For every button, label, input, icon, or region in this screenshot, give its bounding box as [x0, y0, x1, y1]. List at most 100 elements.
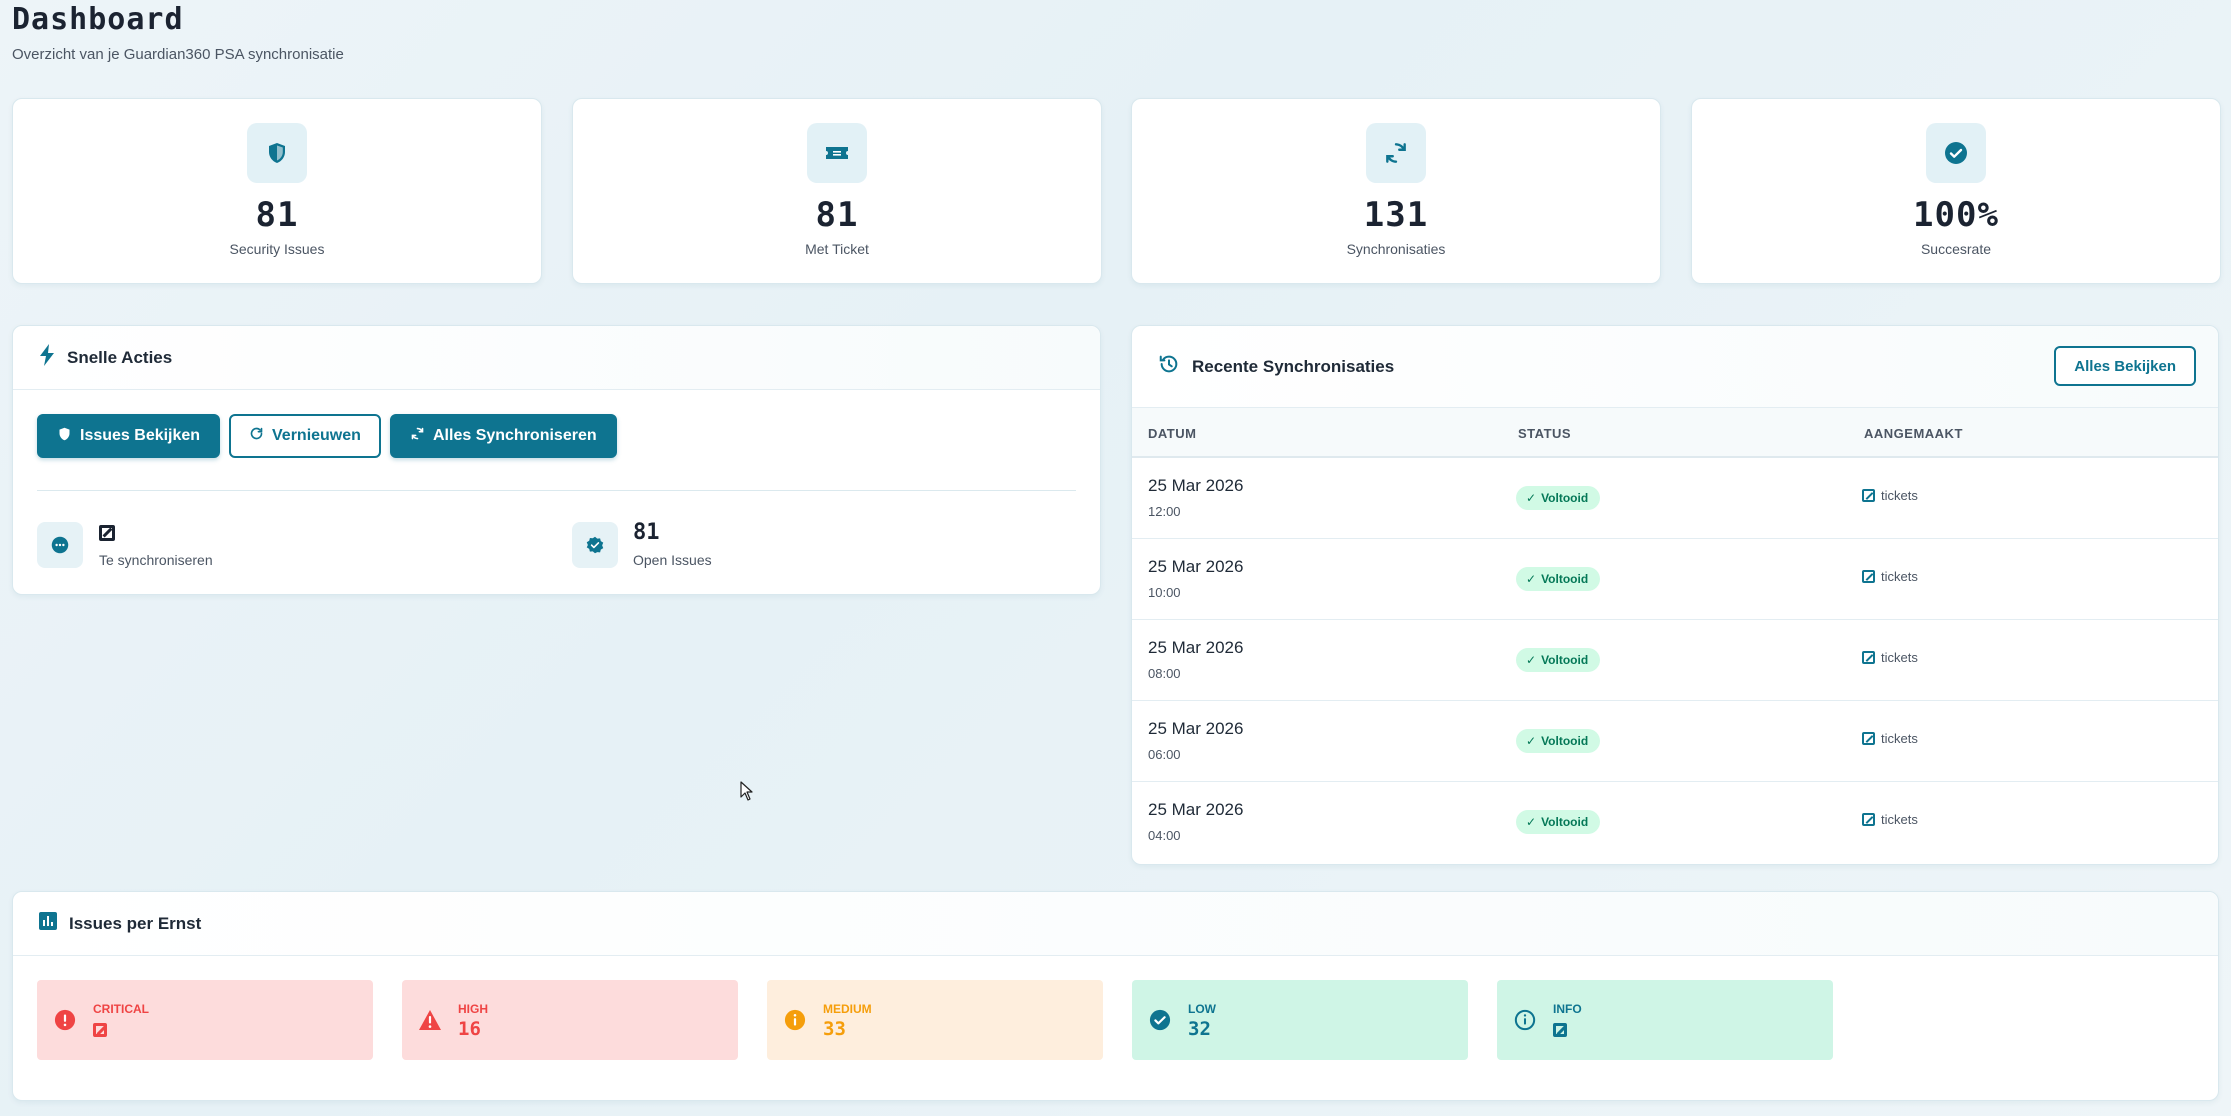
- table-row[interactable]: 25 Mar 2026 04:00 ✓ Voltooid tickets: [1132, 782, 2218, 863]
- stat-value: 81: [815, 195, 859, 235]
- shield-icon: [247, 123, 307, 183]
- check-circle-icon: [1148, 1008, 1172, 1032]
- warning-triangle-icon: [418, 1008, 442, 1032]
- severity-info[interactable]: INFO: [1497, 980, 1833, 1060]
- ticket-box-icon: [1862, 732, 1875, 745]
- button-label: Alles Synchroniseren: [433, 427, 597, 444]
- severity-critical[interactable]: CRITICAL: [37, 980, 373, 1060]
- recent-syncs-panel: Recente Synchronisaties Alles Bekijken D…: [1131, 325, 2219, 865]
- row-time: 12:00: [1148, 504, 1181, 519]
- verified-badge-icon: [572, 522, 618, 568]
- table-row[interactable]: 25 Mar 2026 06:00 ✓ Voltooid tickets: [1132, 701, 2218, 782]
- created-cell: tickets: [1862, 488, 1918, 503]
- created-cell: tickets: [1862, 650, 1918, 665]
- column-header-status[interactable]: STATUS: [1518, 426, 1572, 441]
- history-icon: [1158, 353, 1180, 380]
- status-badge: ✓ Voltooid: [1516, 648, 1601, 672]
- row-date: 25 Mar 2026: [1148, 638, 1244, 657]
- severity-medium[interactable]: MEDIUM 33: [767, 980, 1103, 1060]
- alles-bekijken-button[interactable]: Alles Bekijken: [2054, 346, 2196, 386]
- panel-title: Snelle Acties: [67, 347, 173, 367]
- severity-panel: Issues per Ernst CRITICAL HIGH 16 MEDIUM…: [12, 891, 2219, 1101]
- info-circle-filled-icon: [783, 1008, 807, 1032]
- to-sync-label: Te synchroniseren: [99, 552, 213, 568]
- lightning-icon: [39, 344, 55, 371]
- severity-high[interactable]: HIGH 16: [402, 980, 738, 1060]
- stat-label: Security Issues: [229, 241, 325, 257]
- quick-actions-panel: Snelle Acties Issues Bekijken Vernieuwen…: [12, 325, 1101, 595]
- row-time: 06:00: [1148, 747, 1181, 762]
- table-row[interactable]: 25 Mar 2026 10:00 ✓ Voltooid tickets: [1132, 539, 2218, 620]
- panel-header: Issues per Ernst: [13, 892, 2218, 956]
- status-badge: ✓ Voltooid: [1516, 486, 1601, 510]
- stat-card-security-issues: 81 Security Issues: [12, 98, 542, 284]
- panel-header: Recente Synchronisaties: [1132, 326, 2218, 408]
- check-circle-icon: [1926, 123, 1986, 183]
- ticket-icon: [807, 123, 867, 183]
- ticket-box-icon: [1862, 813, 1875, 826]
- button-label: Vernieuwen: [272, 427, 361, 444]
- row-time: 04:00: [1148, 828, 1181, 843]
- row-time: 08:00: [1148, 666, 1181, 681]
- severity-label: INFO: [1553, 1002, 1582, 1016]
- refresh-icon: [249, 426, 264, 446]
- row-time: 10:00: [1148, 585, 1181, 600]
- panel-title: Issues per Ernst: [69, 913, 202, 933]
- stat-label: Met Ticket: [805, 241, 869, 257]
- severity-label: MEDIUM: [823, 1002, 872, 1016]
- table-row[interactable]: 25 Mar 2026 08:00 ✓ Voltooid tickets: [1132, 620, 2218, 701]
- stat-card-met-ticket: 81 Met Ticket: [572, 98, 1102, 284]
- shield-icon: [57, 426, 72, 447]
- page-title: Dashboard: [12, 2, 184, 37]
- status-badge: ✓ Voltooid: [1516, 729, 1601, 753]
- stat-label: Synchronisaties: [1346, 241, 1446, 257]
- stat-card-synchronisaties: 131 Synchronisaties: [1131, 98, 1661, 284]
- button-label: Issues Bekijken: [80, 427, 201, 444]
- bar-chart-icon: [39, 912, 57, 935]
- open-issues-value: 81: [633, 520, 660, 545]
- ticket-box-icon: [1862, 489, 1875, 502]
- issues-bekijken-button[interactable]: Issues Bekijken: [37, 414, 221, 458]
- panel-title: Recente Synchronisaties: [1192, 356, 1395, 376]
- ticket-box-icon: [1862, 651, 1875, 664]
- divider: [37, 490, 1076, 491]
- sync-icon: [1366, 123, 1426, 183]
- severity-empty-icon: [93, 1018, 107, 1040]
- severity-value: 33: [823, 1018, 846, 1040]
- to-sync-value-icon: [99, 520, 115, 545]
- ticket-box-icon: [1862, 570, 1875, 583]
- severity-label: CRITICAL: [93, 1002, 149, 1016]
- sync-icon: [410, 426, 425, 446]
- created-cell: tickets: [1862, 569, 1918, 584]
- stat-card-succesrate: 100% Succesrate: [1691, 98, 2221, 284]
- severity-value: 16: [458, 1018, 481, 1040]
- table-row[interactable]: 25 Mar 2026 12:00 ✓ Voltooid tickets: [1132, 458, 2218, 539]
- check-icon: ✓: [1526, 734, 1537, 748]
- alles-synchroniseren-button[interactable]: Alles Synchroniseren: [390, 414, 617, 458]
- stat-value: 81: [255, 195, 299, 235]
- mouse-cursor-icon: [740, 781, 754, 806]
- severity-value: 32: [1188, 1018, 1211, 1040]
- alert-circle-icon: [53, 1008, 77, 1032]
- stat-label: Succesrate: [1920, 241, 1992, 257]
- row-date: 25 Mar 2026: [1148, 476, 1244, 495]
- created-cell: tickets: [1862, 731, 1918, 746]
- check-icon: ✓: [1526, 572, 1537, 586]
- severity-label: HIGH: [458, 1002, 488, 1016]
- table-header: [1132, 408, 2218, 458]
- check-icon: ✓: [1526, 491, 1537, 505]
- status-badge: ✓ Voltooid: [1516, 810, 1601, 834]
- column-header-aangemaakt[interactable]: AANGEMAAKT: [1864, 426, 1963, 441]
- severity-label: LOW: [1188, 1002, 1216, 1016]
- more-dots-icon: [37, 522, 83, 568]
- severity-low[interactable]: LOW 32: [1132, 980, 1468, 1060]
- row-date: 25 Mar 2026: [1148, 719, 1244, 738]
- vernieuwen-button[interactable]: Vernieuwen: [229, 414, 381, 458]
- row-date: 25 Mar 2026: [1148, 557, 1244, 576]
- panel-header: Snelle Acties: [13, 326, 1100, 390]
- open-issues-label: Open Issues: [633, 552, 712, 568]
- check-icon: ✓: [1526, 653, 1537, 667]
- created-cell: tickets: [1862, 812, 1918, 827]
- check-icon: ✓: [1526, 815, 1537, 829]
- column-header-datum[interactable]: DATUM: [1148, 426, 1197, 441]
